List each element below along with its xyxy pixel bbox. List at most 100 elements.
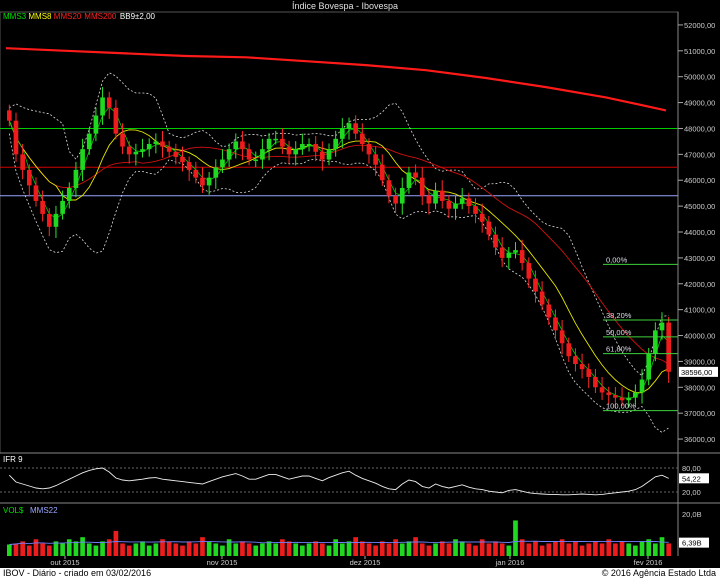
price-panel-border — [0, 11, 679, 454]
volume-bar — [173, 543, 179, 556]
candle-body — [266, 138, 272, 150]
volume-bar — [486, 543, 492, 556]
volume-bar — [120, 543, 125, 556]
candle-body — [519, 250, 525, 264]
candle-body — [426, 195, 432, 204]
candle-body — [146, 144, 152, 150]
candle-body — [606, 392, 612, 396]
time-axis: out 2015 nov 2015 dez 2015 jan 2016 fev 2016 — [50, 556, 662, 567]
last-value-label: 38596,00 — [681, 368, 712, 377]
legend-entry: MMS200 — [84, 12, 117, 21]
rsi-tick-label: 20,00 — [682, 488, 701, 497]
candle-body — [553, 317, 558, 331]
price-tick-label: 39000,00 — [684, 357, 715, 366]
candle-body — [546, 304, 552, 318]
candle-body — [626, 397, 632, 401]
candle-body — [513, 250, 518, 253]
volume-label: VOL$ — [3, 506, 24, 515]
candle-body — [433, 190, 438, 204]
candlesticks — [6, 87, 672, 409]
candle-body — [473, 206, 478, 214]
price-tick-label: 48000,00 — [684, 124, 715, 133]
time-tick-label: out 2015 — [50, 558, 79, 567]
volume-bar — [559, 539, 565, 556]
candle-body — [459, 198, 465, 204]
candle-body — [273, 138, 279, 141]
candle-body — [280, 138, 285, 147]
candle-body — [619, 397, 625, 401]
candle-body — [559, 330, 565, 344]
volume-bar — [626, 543, 632, 556]
volume-bar — [359, 541, 365, 556]
volume-bar — [506, 545, 512, 556]
volume-bar — [599, 543, 605, 556]
volume-bar — [153, 543, 159, 556]
volume-bar — [106, 539, 112, 556]
volume-bar — [313, 541, 319, 556]
candle-body — [200, 177, 205, 186]
bollinger-lower — [8, 133, 669, 433]
volume-bar — [333, 539, 339, 556]
price-tick-label: 46000,00 — [684, 176, 715, 185]
price-tick-label: 44000,00 — [684, 228, 715, 237]
candle-body — [106, 97, 112, 108]
fib-level-label: 38,20% — [606, 311, 632, 320]
candle-body — [393, 195, 398, 204]
volume-bar — [53, 541, 59, 556]
volume-bar — [80, 537, 85, 556]
volume-bar — [140, 541, 145, 556]
volume-bar — [86, 543, 92, 556]
volume-bar — [539, 545, 545, 556]
volume-bar — [493, 541, 498, 556]
candle-body — [233, 141, 239, 150]
fib-level-label: 0,00% — [606, 255, 628, 264]
candle-body — [226, 149, 232, 160]
volume-bar — [406, 541, 412, 556]
candle-body — [100, 97, 105, 116]
volume-bar — [466, 543, 472, 556]
candle-body — [53, 213, 59, 227]
fib-level-label: 61,80% — [606, 345, 632, 354]
candle-body — [413, 172, 418, 178]
volume-bar — [579, 545, 585, 556]
volume-bar — [246, 543, 252, 556]
volume-bar — [180, 545, 185, 556]
candle-body — [140, 149, 145, 152]
candle-body — [499, 247, 505, 258]
candle-body — [526, 263, 532, 279]
rsi-tick-label: 54,22 — [682, 474, 701, 483]
candle-body — [186, 162, 192, 170]
volume-bar — [553, 541, 558, 556]
candle-body — [253, 159, 259, 162]
candle-body — [399, 188, 405, 204]
volume-bar — [166, 541, 172, 556]
volume-bar — [453, 539, 458, 556]
candle-body — [220, 159, 225, 168]
volume-bar — [479, 539, 485, 556]
candle-body — [180, 156, 185, 163]
volume-ma-label: MMS22 — [30, 506, 58, 515]
candle-body — [659, 322, 665, 331]
candle-body — [133, 151, 139, 155]
mms200-line — [5, 47, 667, 112]
volume-bar — [413, 537, 418, 556]
price-tick-label: 49000,00 — [684, 99, 715, 108]
volume-bar — [213, 543, 219, 556]
volume-bar — [126, 545, 132, 556]
candle-body — [593, 376, 598, 388]
volume-bar — [659, 537, 665, 556]
time-tick-label: dez 2015 — [350, 558, 381, 567]
candle-body — [446, 200, 452, 209]
volume-bar — [573, 541, 578, 556]
volume-bar — [666, 543, 672, 556]
volume-bar — [320, 543, 325, 556]
volume-bar — [393, 539, 398, 556]
volume-bar — [266, 541, 272, 556]
volume-bar — [300, 545, 305, 556]
candle-body — [653, 330, 658, 354]
candle-body — [493, 234, 498, 248]
volume-panel: VOL$ MMS22 20,0B 6,39B — [3, 506, 709, 556]
price-tick-label: 50000,00 — [684, 73, 715, 82]
candle-body — [333, 138, 339, 150]
